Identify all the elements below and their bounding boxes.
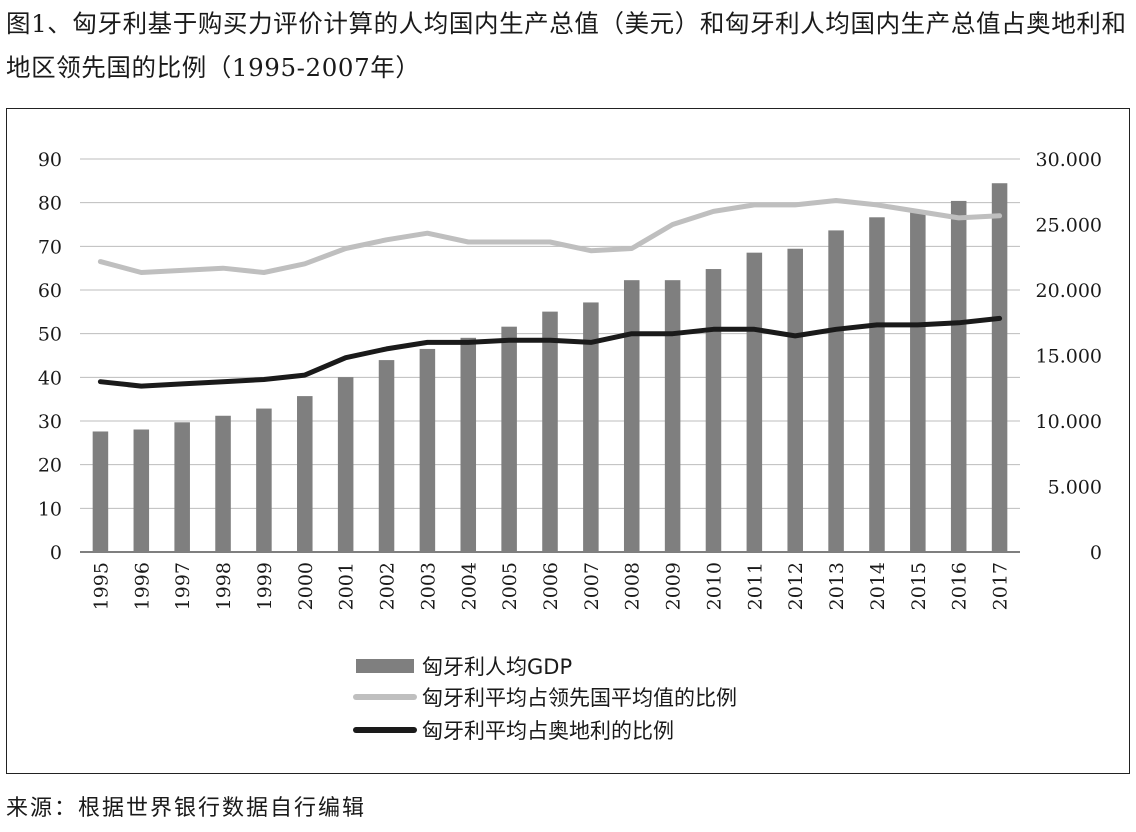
bar-gdp-per-capita	[378, 360, 395, 552]
x-axis-tick-label: 1995	[90, 562, 112, 610]
right-axis-tick-label: 5.000	[1048, 477, 1102, 499]
bar-gdp-per-capita	[133, 429, 150, 552]
left-axis-tick-label: 60	[38, 280, 62, 302]
left-axis-tick-label: 10	[38, 498, 62, 520]
bar-gdp-per-capita	[746, 252, 763, 553]
left-axis-tick-label: 80	[38, 193, 62, 215]
figure-title: 图1、匈牙利基于购买力评价计算的人均国内生产总值（美元）和匈牙利人均国内生产总值…	[6, 9, 1127, 82]
left-axis-tick-label: 70	[38, 236, 62, 258]
x-axis-tick-label: 2004	[458, 562, 480, 610]
legend-label: 匈牙利人均GDP	[422, 655, 572, 679]
x-axis-tick-label: 2013	[826, 562, 848, 610]
legend-label: 匈牙利平均占领先国平均值的比例	[422, 686, 737, 710]
x-axis-tick-label: 2012	[785, 562, 807, 610]
bar-gdp-per-capita	[215, 415, 231, 552]
bar-gdp-per-capita	[92, 431, 109, 552]
right-axis-tick-label: 10.000	[1036, 411, 1102, 433]
x-axis-tick-label: 2002	[377, 562, 399, 610]
bar-gdp-per-capita	[583, 302, 599, 552]
x-axis-tick-label: 1999	[254, 562, 276, 610]
legend-swatch-bar	[356, 659, 414, 673]
bar-gdp-per-capita	[460, 337, 477, 552]
x-axis-tick-label: 2015	[908, 562, 930, 610]
x-axis-tick-label: 1998	[213, 562, 235, 610]
x-axis-tick-label: 2009	[663, 562, 685, 610]
bar-gdp-per-capita	[501, 326, 517, 552]
left-axis-tick-label: 0	[50, 542, 62, 564]
x-axis-tick-label: 2006	[540, 562, 562, 610]
left-axis-tick-label: 50	[38, 324, 62, 346]
bar-gdp-per-capita	[419, 348, 436, 552]
line-ratio-to-leaders	[97, 198, 1003, 275]
right-axis-tick-label: 0	[1090, 542, 1102, 564]
line-ratio-to-austria	[97, 315, 1003, 389]
bar-gdp-per-capita	[950, 200, 967, 553]
source-note: 来源：根据世界银行数据自行编辑	[6, 796, 367, 821]
x-axis-tick-label: 2001	[336, 562, 358, 610]
left-axis-tick-label: 20	[38, 455, 62, 477]
bar-gdp-per-capita	[664, 280, 681, 552]
legend-label: 匈牙利平均占奥地利的比例	[422, 719, 674, 743]
right-axis-tick-label: 15.000	[1036, 346, 1102, 368]
x-axis-tick-label: 2017	[990, 562, 1012, 610]
right-axis-tick-label: 20.000	[1036, 280, 1102, 302]
bar-gdp-per-capita	[869, 217, 885, 553]
x-axis-tick-label: 2003	[417, 562, 439, 610]
left-axis-tick-label: 40	[38, 367, 62, 389]
x-axis-tick-label: 2016	[949, 562, 971, 610]
bar-gdp-per-capita	[623, 280, 640, 552]
bar-gdp-per-capita	[910, 210, 926, 552]
left-axis-tick-label: 90	[38, 149, 62, 171]
bar-gdp-per-capita	[542, 311, 558, 552]
x-axis-tick-label: 2014	[867, 562, 889, 610]
bar-gdp-per-capita	[297, 396, 313, 552]
bar-gdp-per-capita	[787, 248, 803, 553]
right-axis-tick-label: 25.000	[1036, 215, 1102, 237]
x-axis-tick-label: 2007	[581, 562, 603, 610]
bar-gdp-per-capita	[991, 183, 1008, 553]
bar-gdp-per-capita	[174, 422, 190, 552]
x-axis-tick-label: 2010	[703, 562, 725, 610]
bar-gdp-per-capita	[705, 269, 722, 552]
x-axis-tick-label: 2011	[744, 562, 766, 610]
x-axis-tick-label: 2000	[295, 562, 317, 610]
x-axis-tick-label: 1997	[172, 562, 194, 610]
bar-gdp-per-capita	[256, 408, 272, 552]
x-axis-tick-label: 2008	[622, 562, 644, 610]
left-axis-tick-label: 30	[38, 411, 62, 433]
right-axis-tick-label: 30.000	[1036, 149, 1102, 171]
chart-frame	[6, 108, 1130, 774]
x-axis-tick-label: 2005	[499, 562, 521, 610]
bar-gdp-per-capita	[828, 230, 844, 552]
bar-gdp-per-capita	[337, 377, 354, 552]
x-axis-tick-label: 1996	[131, 562, 153, 610]
